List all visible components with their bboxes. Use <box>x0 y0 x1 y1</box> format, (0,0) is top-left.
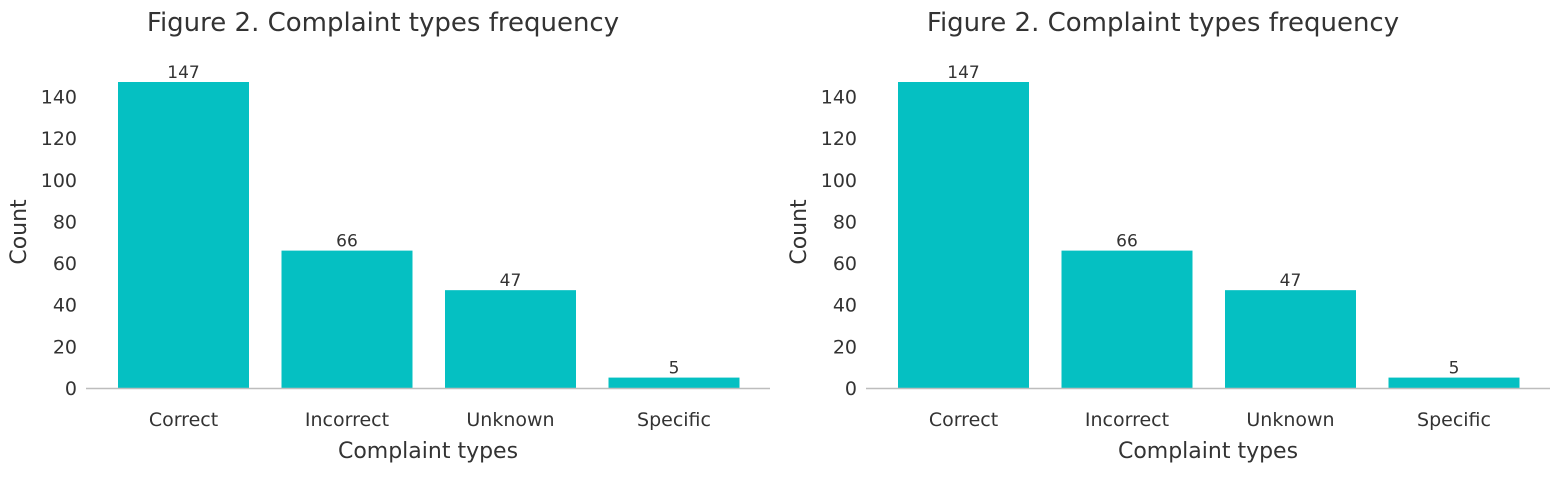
chart-panel-right: Figure 2. Complaint types frequency Coun… <box>780 0 1560 480</box>
bar-value-label: 66 <box>336 232 358 252</box>
bar-chart-left: Figure 2. Complaint types frequency Coun… <box>7 8 770 464</box>
x-tick-label: Unknown <box>1246 409 1334 431</box>
chart-title: Figure 2. Complaint types frequency <box>927 8 1399 38</box>
y-axis-label: Count <box>787 199 812 265</box>
bar-value-label: 5 <box>669 359 680 379</box>
y-tick-label: 60 <box>833 253 857 275</box>
y-axis-label: Count <box>7 199 32 265</box>
y-tick-label: 60 <box>53 253 77 275</box>
chart-title: Figure 2. Complaint types frequency <box>147 8 619 38</box>
bar-value-label: 66 <box>1116 232 1138 252</box>
bar-chart-right: Figure 2. Complaint types frequency Coun… <box>787 8 1550 464</box>
bar-value-label: 147 <box>167 63 199 83</box>
y-tick-label: 20 <box>53 336 77 358</box>
bar-value-label: 47 <box>1280 271 1302 291</box>
x-tick-label: Unknown <box>466 409 554 431</box>
bar-specific <box>1388 377 1520 388</box>
y-tick-label: 100 <box>821 170 857 192</box>
y-tick-label: 120 <box>41 128 77 150</box>
y-tick-label: 40 <box>53 295 77 317</box>
bar-value-label: 47 <box>500 271 522 291</box>
x-tick-label: Specific <box>1417 409 1491 431</box>
y-tick-label: 20 <box>833 336 857 358</box>
bar-specific <box>608 377 740 388</box>
chart-panel-left: Figure 2. Complaint types frequency Coun… <box>7 8 770 464</box>
x-tick-label: Correct <box>149 409 218 431</box>
x-tick-label: Incorrect <box>305 409 389 431</box>
bar-value-label: 147 <box>947 63 979 83</box>
y-tick-label: 140 <box>821 87 857 109</box>
bar-incorrect <box>1061 250 1193 388</box>
y-tick-label: 0 <box>65 378 77 400</box>
y-tick-label: 40 <box>833 295 857 317</box>
bar-correct <box>118 82 249 388</box>
x-tick-label: Correct <box>929 409 998 431</box>
y-tick-label: 100 <box>41 170 77 192</box>
plot-area: 0 20 40 60 80 100 120 140 147 Correct 66 Incorrect 4… <box>821 63 1550 431</box>
bar-unknown <box>445 290 576 388</box>
bar-value-label: 5 <box>1449 359 1460 379</box>
y-tick-label: 80 <box>833 211 857 233</box>
bar-incorrect <box>281 250 413 388</box>
y-tick-label: 120 <box>821 128 857 150</box>
y-tick-label: 0 <box>845 378 857 400</box>
y-tick-label: 80 <box>53 211 77 233</box>
x-axis-label: Complaint types <box>1118 439 1298 464</box>
x-tick-label: Incorrect <box>1085 409 1169 431</box>
x-tick-label: Specific <box>637 409 711 431</box>
bar-unknown <box>1225 290 1356 388</box>
x-axis-label: Complaint types <box>338 439 518 464</box>
y-tick-label: 140 <box>41 87 77 109</box>
bar-correct <box>898 82 1029 388</box>
plot-area: 0 20 40 60 80 100 120 140 147 Correct 66 Incorrect 4… <box>41 63 770 431</box>
